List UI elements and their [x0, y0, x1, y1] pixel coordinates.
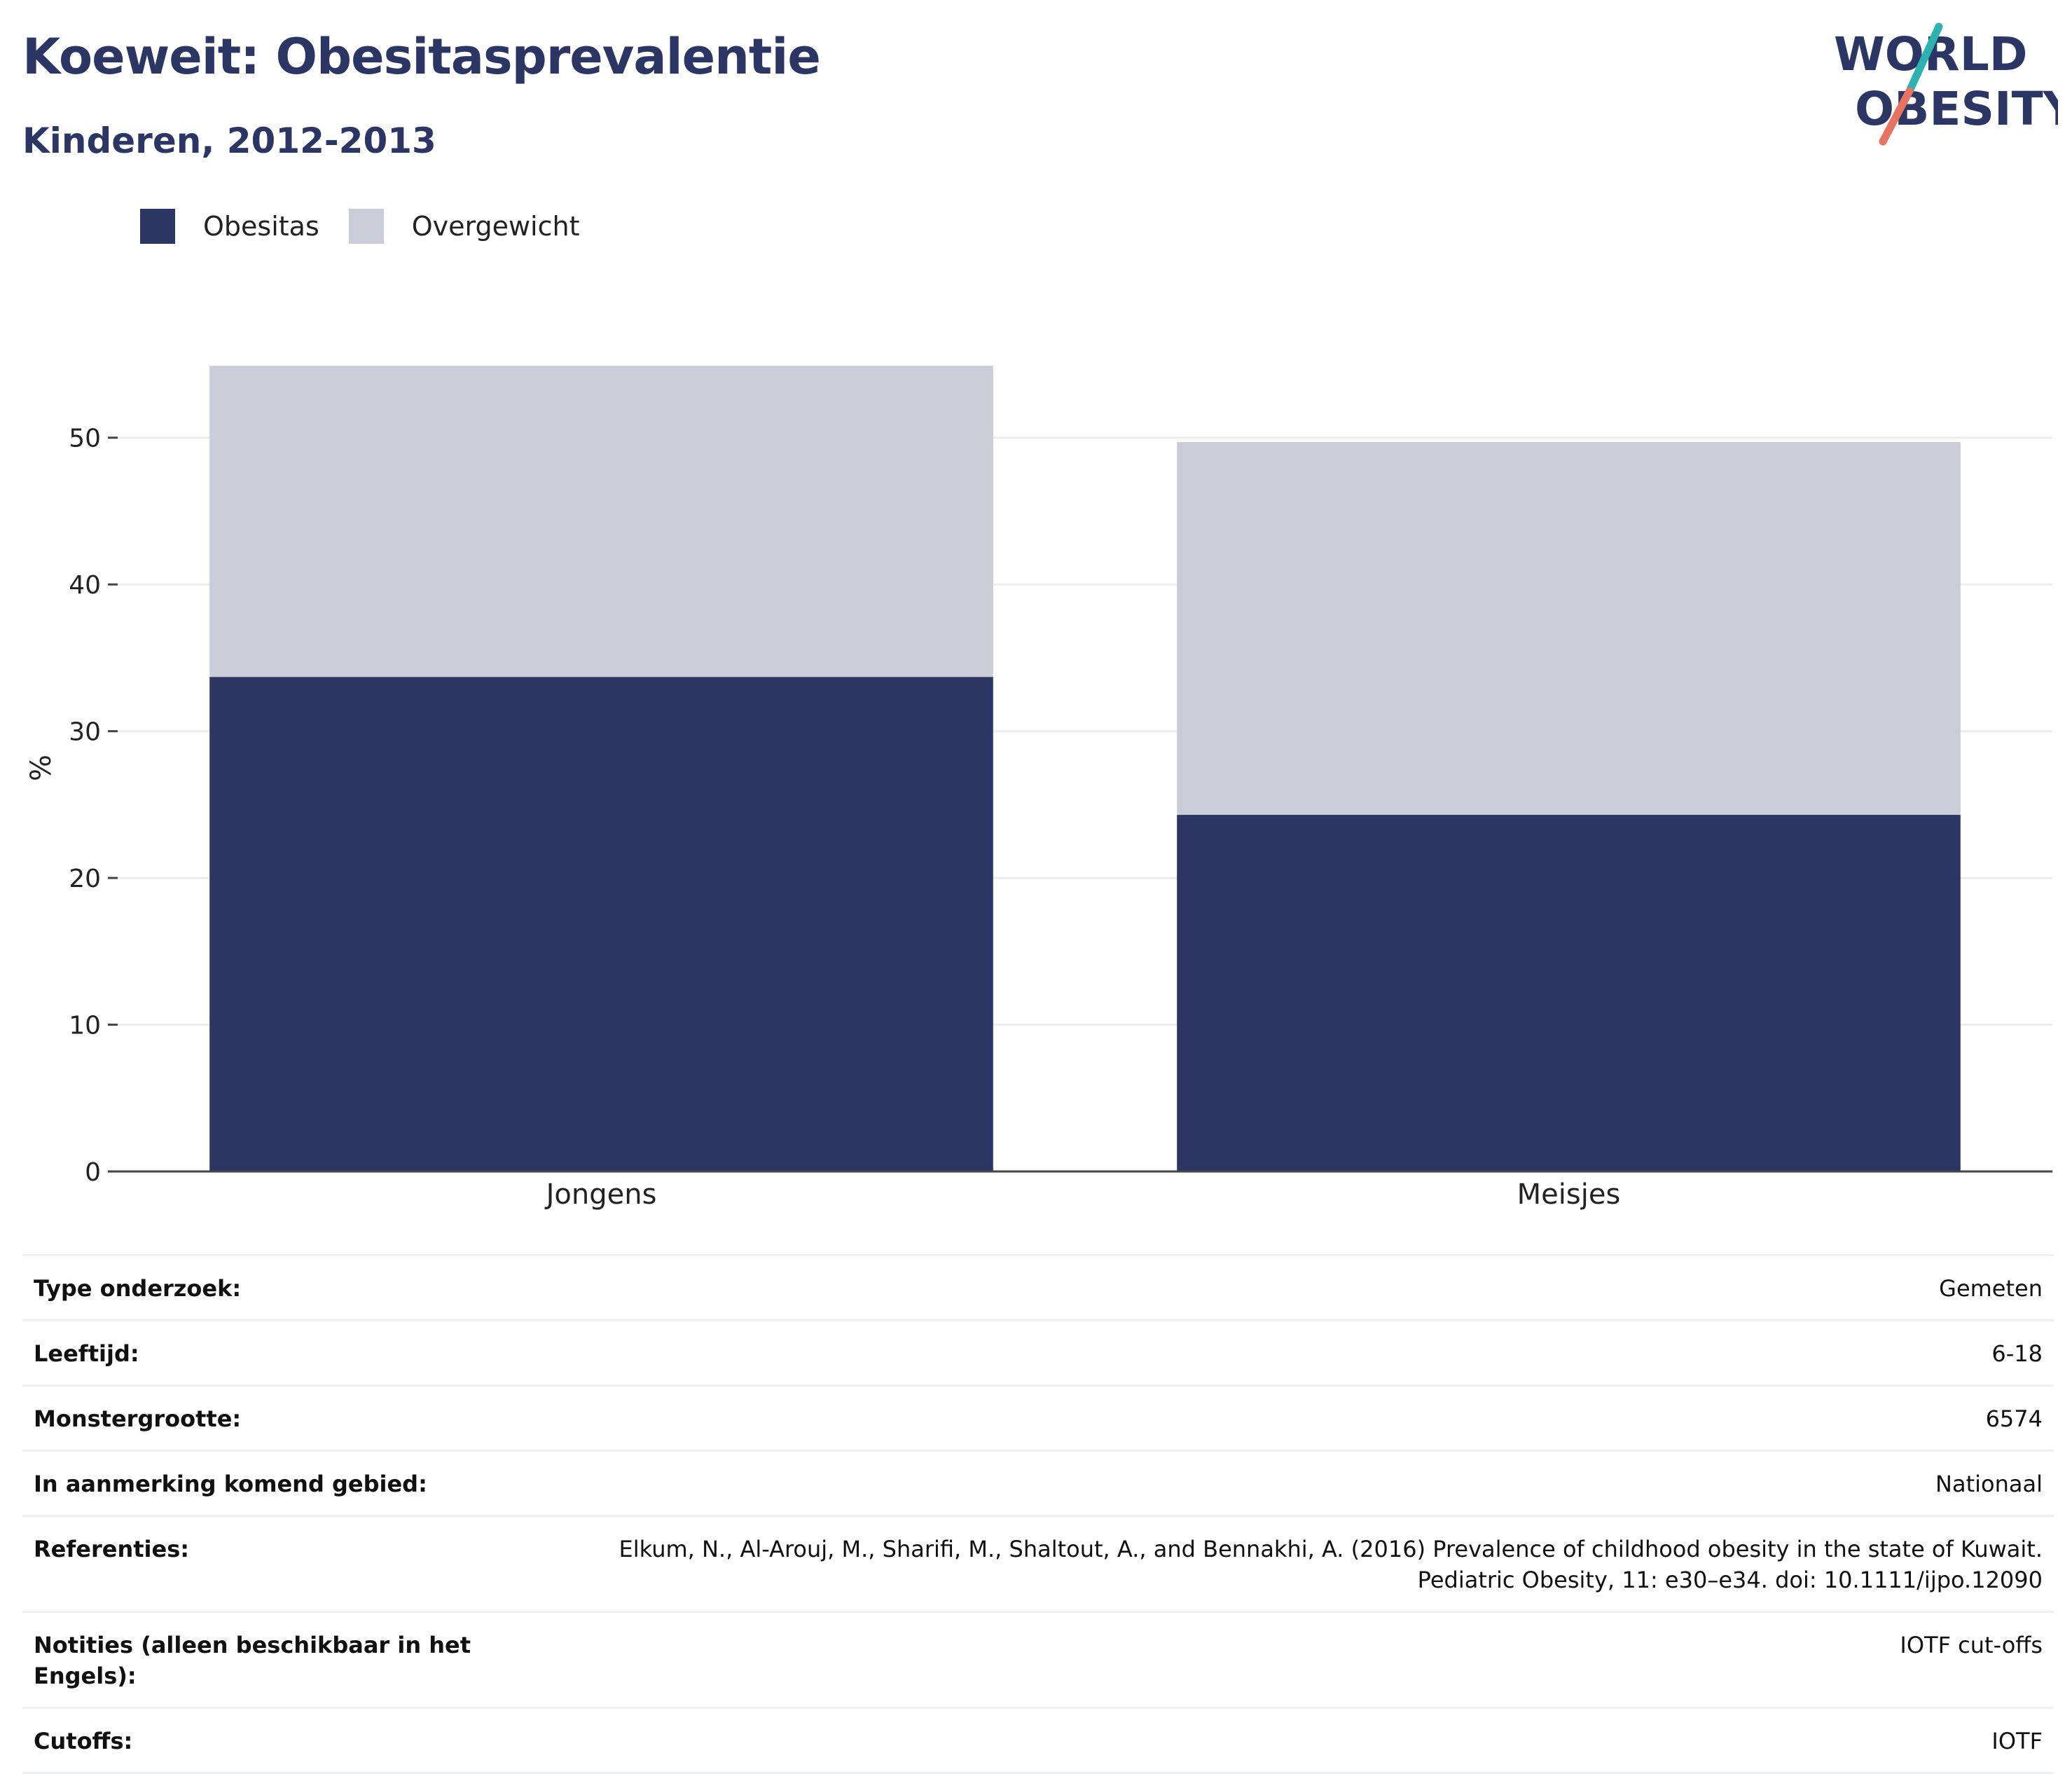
chart-legend: Obesitas Overgewicht [140, 209, 609, 244]
bar-overgewicht-meisjes [1177, 442, 1961, 816]
x-tick-label-meisjes: Meisjes [1517, 1178, 1621, 1211]
legend-swatch-obesitas [140, 209, 175, 244]
info-label: Leeftijd: [34, 1340, 139, 1367]
legend-label-obesitas: Obesitas [203, 211, 319, 242]
logo-word-obesity: OBESITY [1855, 82, 2058, 136]
info-label: Referenties: [34, 1536, 190, 1562]
stacked-bar-chart: 0 10 20 30 40 50% Jongens Meisjes [25, 366, 2052, 1211]
info-row-age: Leeftijd: 6-18 [22, 1319, 2054, 1384]
bar-overgewicht-jongens [209, 366, 993, 678]
info-value: 6-18 [1991, 1340, 2043, 1367]
bar-obesitas-jongens [209, 677, 993, 1171]
logo-slash-coral [1879, 87, 1914, 146]
info-label: Monstergrootte: [34, 1405, 242, 1432]
x-tick-label-jongens: Jongens [544, 1178, 657, 1211]
y-tick-label: 10 [69, 1012, 101, 1040]
info-row-area: In aanmerking komend gebied: Nationaal [22, 1450, 2054, 1515]
world-obesity-logo: WORLD OBESITY [1834, 22, 2058, 146]
bar-obesitas-meisjes [1177, 815, 1961, 1171]
y-tick-label: 40 [69, 571, 101, 600]
logo-slash-teal [1905, 22, 1943, 95]
info-row-notes: Notities (alleen beschikbaar in het Enge… [22, 1611, 2054, 1707]
info-row-sample-size: Monstergrootte: 6574 [22, 1384, 2054, 1450]
info-label: Notities (alleen beschikbaar in het Enge… [34, 1632, 471, 1689]
info-value: 6574 [1985, 1405, 2043, 1432]
info-row-references: Referenties: Elkum, N., Al-Arouj, M., Sh… [22, 1515, 2054, 1611]
y-tick-label: 0 [85, 1158, 101, 1187]
info-label: In aanmerking komend gebied: [34, 1471, 427, 1497]
info-value: Gemeten [1939, 1275, 2043, 1302]
info-value: IOTF [1991, 1728, 2043, 1754]
info-label: Type onderzoek: [34, 1275, 242, 1302]
legend-item-overgewicht[interactable]: Overgewicht [348, 209, 580, 244]
survey-info-table: Type onderzoek: Gemeten Leeftijd: 6-18 M… [22, 1254, 2054, 1774]
page-subtitle: Kinderen, 2012-2013 [22, 121, 436, 161]
y-tick-label: 20 [69, 865, 101, 893]
info-value: Nationaal [1935, 1471, 2043, 1497]
info-label: Cutoffs: [34, 1728, 133, 1754]
legend-label-overgewicht: Overgewicht [411, 211, 580, 242]
info-row-cutoffs: Cutoffs: IOTF [22, 1707, 2054, 1774]
info-value: Elkum, N., Al-Arouj, M., Sharifi, M., Sh… [619, 1536, 2043, 1593]
y-tick-label: 30 [69, 718, 101, 747]
y-axis-label: % [25, 755, 57, 781]
info-value: IOTF cut-offs [1900, 1632, 2043, 1658]
info-row-type: Type onderzoek: Gemeten [22, 1254, 2054, 1319]
legend-item-obesitas[interactable]: Obesitas [140, 209, 319, 244]
page-title: Koeweit: Obesitasprevalentie [22, 28, 821, 85]
y-tick-label: 50 [69, 425, 101, 453]
legend-swatch-overgewicht [348, 209, 384, 244]
